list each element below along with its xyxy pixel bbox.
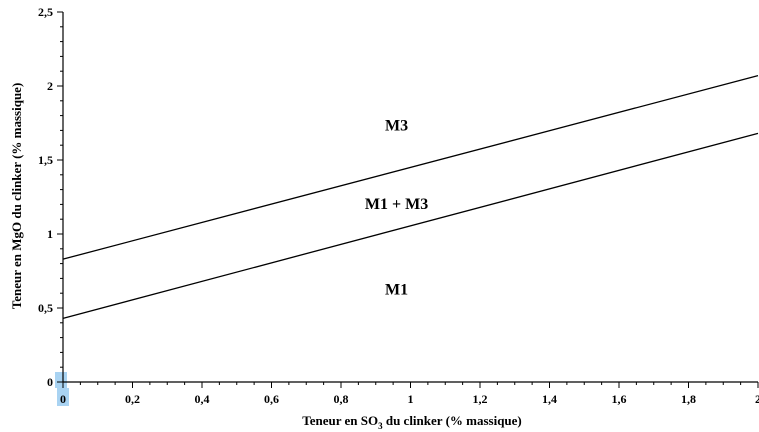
- x-tick-label: 0,4: [195, 392, 210, 406]
- y-origin-highlight: [55, 372, 67, 388]
- x-origin-highlight: [57, 388, 69, 406]
- region-label: M1 + M3: [365, 196, 428, 213]
- x-tick-label: 1,4: [542, 392, 557, 406]
- x-tick-label: 1: [408, 392, 414, 406]
- y-tick-label: 1: [47, 227, 53, 241]
- y-tick-label: 0: [47, 375, 53, 389]
- y-axis-title: Teneur en MgO du clinker (% massique): [9, 83, 24, 310]
- x-tick-label: 1,2: [473, 392, 488, 406]
- series: [62, 75, 759, 319]
- boundary-line: [62, 75, 759, 260]
- boundary-line: [62, 132, 759, 319]
- y-tick-label: 0,5: [38, 301, 53, 315]
- y-tick-label: 1,5: [38, 153, 53, 167]
- x-axis-title: Teneur en SO3 du clinker (% massique): [302, 413, 522, 431]
- x-tick-label: 0,2: [125, 392, 140, 406]
- region-label: M1: [385, 282, 408, 299]
- y-tick-label: 2,5: [38, 5, 53, 19]
- x-tick-label: 0,6: [264, 392, 279, 406]
- x-tick-label: 0: [60, 392, 66, 406]
- ticks: 0 0,5 1 1,5 2 2,5 0 0,2 0,4 0,6 0,8 1 1,2 1,4 1,6 1,8 2: [38, 5, 759, 406]
- x-tick-label: 2: [755, 392, 759, 406]
- annotations: M3 M1 + M3 M1: [365, 117, 428, 298]
- region-label: M3: [385, 117, 408, 134]
- y-tick-label: 2: [47, 79, 53, 93]
- x-tick-label: 1,6: [612, 392, 627, 406]
- x-tick-label: 0,8: [334, 392, 349, 406]
- x-tick-label: 1,8: [681, 392, 696, 406]
